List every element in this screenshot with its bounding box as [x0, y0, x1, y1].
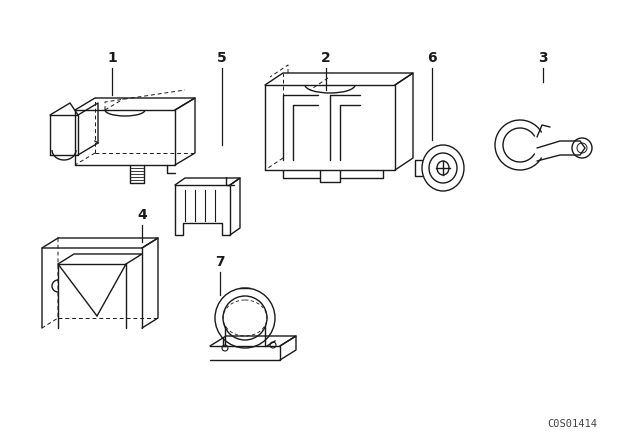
- Text: 7: 7: [215, 255, 225, 269]
- Text: 1: 1: [107, 51, 117, 65]
- Text: C0S01414: C0S01414: [547, 419, 597, 429]
- Text: 5: 5: [217, 51, 227, 65]
- Text: 2: 2: [321, 51, 331, 65]
- Text: 4: 4: [137, 208, 147, 222]
- Text: 3: 3: [538, 51, 548, 65]
- Text: 6: 6: [427, 51, 437, 65]
